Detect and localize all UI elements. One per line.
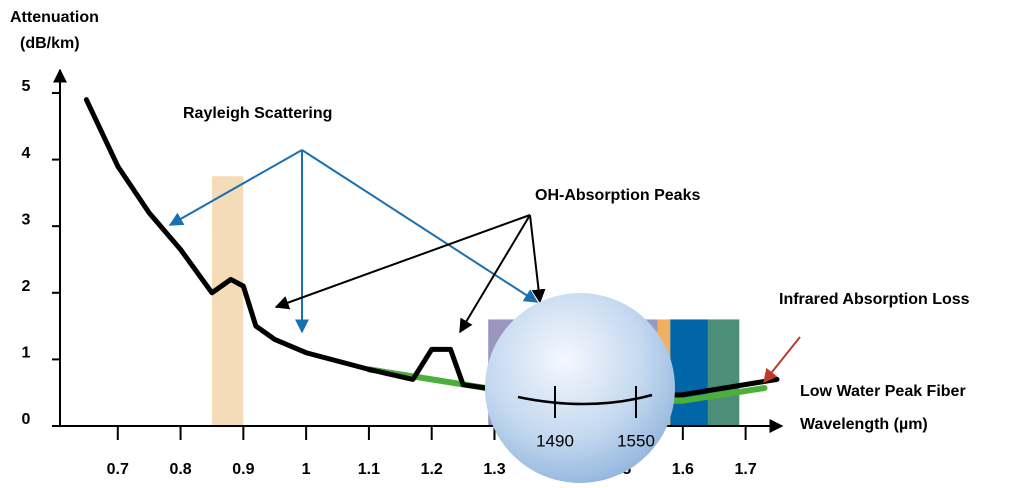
- x-axis-label: Wavelength (µm): [800, 416, 928, 433]
- x-tick-label: 1.6: [672, 461, 694, 478]
- magnifier: 1490 1550: [485, 293, 675, 483]
- x-tick-label: 1: [302, 461, 311, 478]
- y-tick-label: 1: [22, 345, 31, 362]
- annotation-arrows: [168, 149, 801, 384]
- arrow: [301, 149, 539, 303]
- magnifier-lens: [485, 293, 675, 483]
- x-tick-label: 1.7: [734, 461, 756, 478]
- wavelength-band: [670, 319, 708, 426]
- arrow: [168, 149, 303, 226]
- y-tick-label: 0: [22, 411, 31, 428]
- magnifier-label: 1490: [536, 431, 574, 450]
- arrow: [274, 214, 531, 310]
- x-tick-label: 0.9: [232, 461, 254, 478]
- x-tick-label: 1.2: [421, 461, 443, 478]
- y-tick-label: 4: [22, 145, 31, 162]
- magnifier-label: 1550: [617, 431, 655, 450]
- y-tick-label: 3: [22, 211, 31, 228]
- x-tick-label: 0.7: [107, 461, 129, 478]
- wavelength-band: [211, 176, 244, 426]
- magnified-curve: [517, 393, 653, 406]
- y-axis-label: (dB/km): [20, 35, 80, 52]
- arrow: [529, 214, 546, 304]
- x-tick-label: 1.3: [483, 461, 505, 478]
- wavelength-band: [707, 319, 740, 426]
- arrow: [763, 336, 801, 384]
- arrow: [459, 214, 531, 334]
- series-label: Low Water Peak Fiber: [800, 383, 966, 400]
- annotation: Infrared Absorption Loss: [779, 291, 970, 308]
- y-axis-label: Attenuation: [10, 9, 99, 26]
- annotation: Rayleigh Scattering: [183, 105, 332, 122]
- annotation: OH-Absorption Peaks: [535, 187, 700, 204]
- axes: Attenuation (dB/km) Wavelength (µm) 0 1 2 3…: [10, 9, 928, 478]
- x-tick-label: 0.8: [169, 461, 191, 478]
- y-tick-label: 5: [22, 78, 31, 95]
- y-tick-label: 2: [22, 278, 31, 295]
- x-tick-label: 1.1: [358, 461, 380, 478]
